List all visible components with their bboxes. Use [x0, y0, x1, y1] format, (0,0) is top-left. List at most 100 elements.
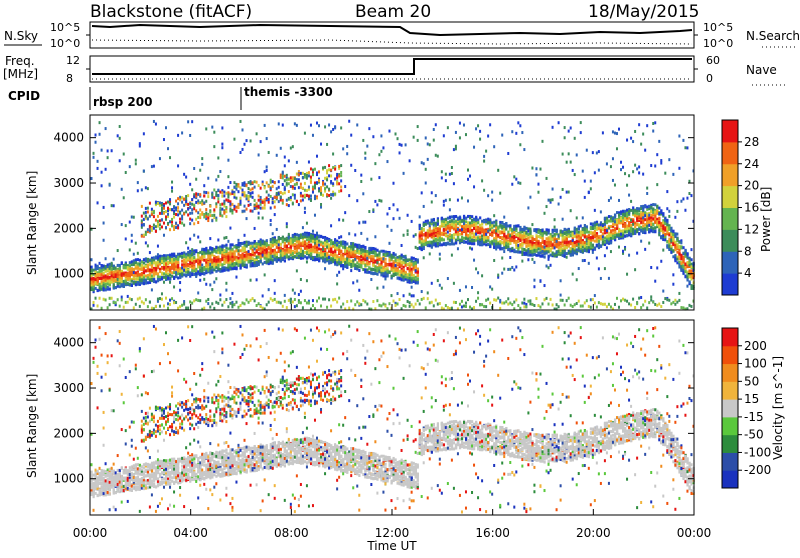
power-cell [457, 217, 459, 220]
power-cell [119, 137, 121, 140]
power-cell [320, 189, 322, 192]
power-cell [517, 121, 519, 124]
power-cell [521, 228, 523, 231]
power-cell [223, 255, 225, 258]
power-cell [376, 287, 378, 290]
power-cell [453, 148, 455, 151]
power-cell [296, 250, 298, 253]
power-cell [338, 262, 340, 265]
power-cell [306, 174, 308, 177]
power-cell [320, 243, 322, 246]
power-cell [268, 260, 270, 263]
power-cell [489, 285, 491, 288]
power-cell [288, 242, 290, 245]
power-cell [312, 299, 314, 302]
power-cell [209, 263, 211, 266]
power-cell [467, 235, 469, 238]
power-cell [242, 257, 244, 260]
power-cell [507, 297, 509, 300]
power-cell [294, 194, 296, 197]
power-cell [507, 152, 509, 155]
power-cell [421, 244, 423, 247]
power-cell [189, 212, 191, 215]
power-cell [326, 178, 328, 181]
power-cell [286, 306, 288, 309]
power-cell [298, 246, 300, 249]
power-cell [493, 214, 495, 217]
power-cell [189, 273, 191, 276]
power-cell [252, 245, 254, 248]
power-cell [107, 306, 109, 309]
power-cell [415, 246, 417, 249]
power-cell [231, 262, 233, 265]
power-cell [189, 206, 191, 209]
power-cell [459, 223, 461, 226]
power-cell [302, 199, 304, 202]
power-cell [525, 252, 527, 255]
power-cell [183, 255, 185, 258]
power-cell [358, 263, 360, 266]
power-cell [157, 272, 159, 275]
power-cell [300, 301, 302, 304]
power-cell [388, 253, 390, 256]
power-cell [459, 289, 461, 292]
power-cell [372, 255, 374, 258]
power-cell [505, 245, 507, 248]
power-cell [292, 252, 294, 255]
power-cell [276, 246, 278, 249]
power-cell [465, 233, 467, 236]
power-cell [276, 196, 278, 199]
power-cell [382, 250, 384, 253]
power-cell [302, 236, 304, 239]
power-cell [461, 236, 463, 239]
power-cell [399, 255, 401, 258]
power-cell [397, 137, 399, 140]
power-cell [99, 283, 101, 286]
power-cell [372, 247, 374, 250]
power-cell [415, 303, 417, 306]
power-cell [294, 122, 296, 125]
power-cell [239, 249, 241, 252]
power-cell [227, 240, 229, 243]
power-cell [276, 241, 278, 244]
power-cell [179, 212, 181, 215]
power-cell [119, 276, 121, 279]
power-cell [296, 237, 298, 240]
power-cell [189, 134, 191, 137]
power-cell [181, 196, 183, 199]
power-cell [151, 278, 153, 281]
power-cell [217, 259, 219, 262]
power-cell [231, 190, 233, 193]
power-cell [475, 229, 477, 232]
power-cell [320, 251, 322, 254]
power-cell [215, 191, 217, 194]
power-cell [364, 152, 366, 155]
power-cell [469, 175, 471, 178]
power-cell [133, 271, 135, 274]
power-cell [177, 197, 179, 200]
power-cell [372, 300, 374, 303]
power-cell [217, 302, 219, 305]
power-cell [302, 242, 304, 245]
power-cell [219, 191, 221, 194]
power-cell [205, 264, 207, 267]
power-cell [256, 264, 258, 267]
power-cell [386, 263, 388, 266]
power-cell [423, 229, 425, 232]
power-cell [199, 209, 201, 212]
power-cell [191, 273, 193, 276]
power-cell [193, 207, 195, 210]
power-cell [439, 237, 441, 240]
power-cell [189, 251, 191, 254]
power-cell [225, 206, 227, 209]
power-cell [258, 194, 260, 197]
power-cell [254, 186, 256, 189]
power-cell [378, 252, 380, 255]
power-cell [344, 211, 346, 214]
power-cell [370, 271, 372, 274]
power-cell [348, 194, 350, 197]
power-cell [252, 181, 254, 184]
power-cell [141, 268, 143, 271]
power-cell [316, 254, 318, 257]
power-cell [93, 301, 95, 304]
